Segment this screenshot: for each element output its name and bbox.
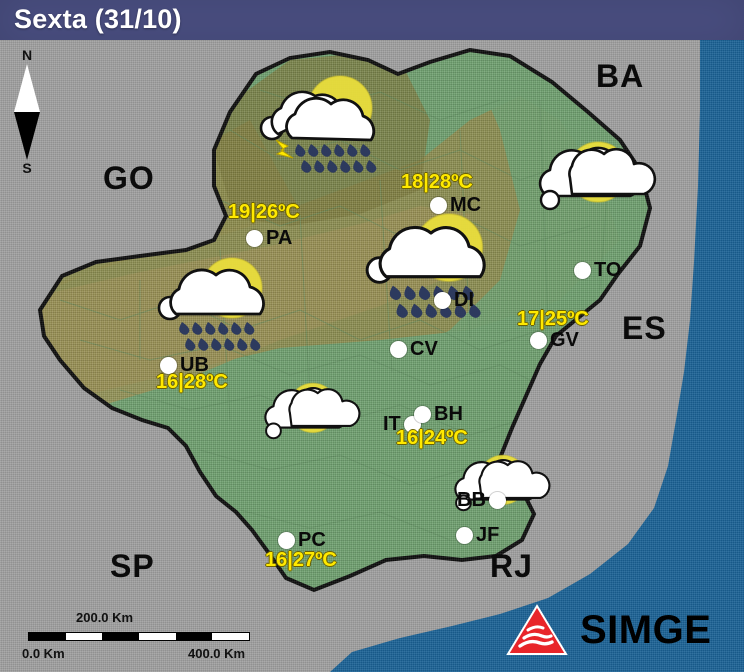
rain-shower-icon [157,257,298,368]
state-label-sp: SP [110,548,155,584]
city-dot-icon [430,196,447,214]
city-label: TO [594,259,622,281]
thunderstorm-icon [259,75,402,186]
rain-shower-icon [365,213,523,337]
city-label: BH [434,403,463,425]
city-dot-icon [414,405,431,423]
city-marker-to[interactable]: TO [574,260,621,280]
scale-bar-segment [212,633,249,640]
state-label-ba: BA [596,58,645,94]
city-marker-bb[interactable]: BB [457,490,506,510]
temperature-label-pa: 19|26ºC [228,201,300,223]
city-label: JF [476,524,500,546]
simge-logo: SIMGE [506,604,711,656]
city-label: MC [450,194,482,216]
city-label: DI [454,289,474,311]
scale-bar-midpoint-label: 200.0 Km [76,610,134,625]
city-label: IT [383,413,401,435]
city-dot-icon [278,531,295,549]
scale-bar-segment [29,633,66,640]
simge-logo-text: SIMGE [580,608,712,652]
city-dot-icon [160,356,177,374]
city-label: GV [550,329,579,351]
temperature-label-pc: 16|27ºC [265,549,337,571]
city-label: UB [180,354,209,376]
city-label: CV [410,338,438,360]
compass-rose: N S [6,48,48,180]
state-label-rj: RJ [490,548,533,584]
city-marker-jf[interactable]: JF [456,525,499,545]
city-marker-bh[interactable]: BH [414,404,463,424]
city-dot-icon [456,526,473,544]
city-marker-gv[interactable]: GV [530,330,579,350]
city-dot-icon [574,261,591,279]
state-label-go: GO [103,160,155,196]
city-dot-icon [434,291,451,309]
scale-bar-segment [66,633,103,640]
city-dot-icon [488,491,506,509]
city-dot-icon [530,331,547,349]
scale-bar-segment [175,633,213,640]
scale-bar-segments [28,632,250,641]
scale-bar-segment [102,633,140,640]
city-dot-icon [390,340,407,358]
city-marker-cv[interactable]: CV [390,339,438,359]
compass-north-label: N [21,47,33,63]
title-bar: Sexta (31/10) [0,0,744,40]
city-marker-pa[interactable]: PA [246,228,292,248]
city-label: BB [457,489,486,511]
scale-bar-segment [139,633,176,640]
city-marker-mc[interactable]: MC [430,195,481,215]
city-label: PC [298,529,326,551]
city-label: PA [266,227,293,249]
scale-bar-start-label: 0.0 Km [22,646,65,661]
temperature-label-gv: 17|25ºC [517,308,589,330]
city-marker-pc[interactable]: PC [278,530,326,550]
temperature-label-ub: 16|28ºC [156,371,228,393]
simge-triangle-icon [506,604,568,656]
compass-needle-icon [14,64,40,160]
page-title: Sexta (31/10) [14,4,182,34]
ocean-area [330,38,744,672]
temperature-label-mc: 18|28ºC [401,171,473,193]
compass-south-label: S [22,160,32,176]
city-dot-icon [246,229,263,247]
temperature-label-bh: 16|24ºC [396,427,468,449]
partly-cloudy-icon [262,380,377,470]
partly-cloudy-icon [452,452,567,542]
partly-cloudy-icon [536,138,676,248]
state-label-es: ES [622,310,667,346]
city-marker-ub[interactable]: UB [160,355,209,375]
state-border [37,47,653,593]
city-marker-di[interactable]: DI [434,290,474,310]
scale-bar-end-label: 400.0 Km [188,646,246,661]
